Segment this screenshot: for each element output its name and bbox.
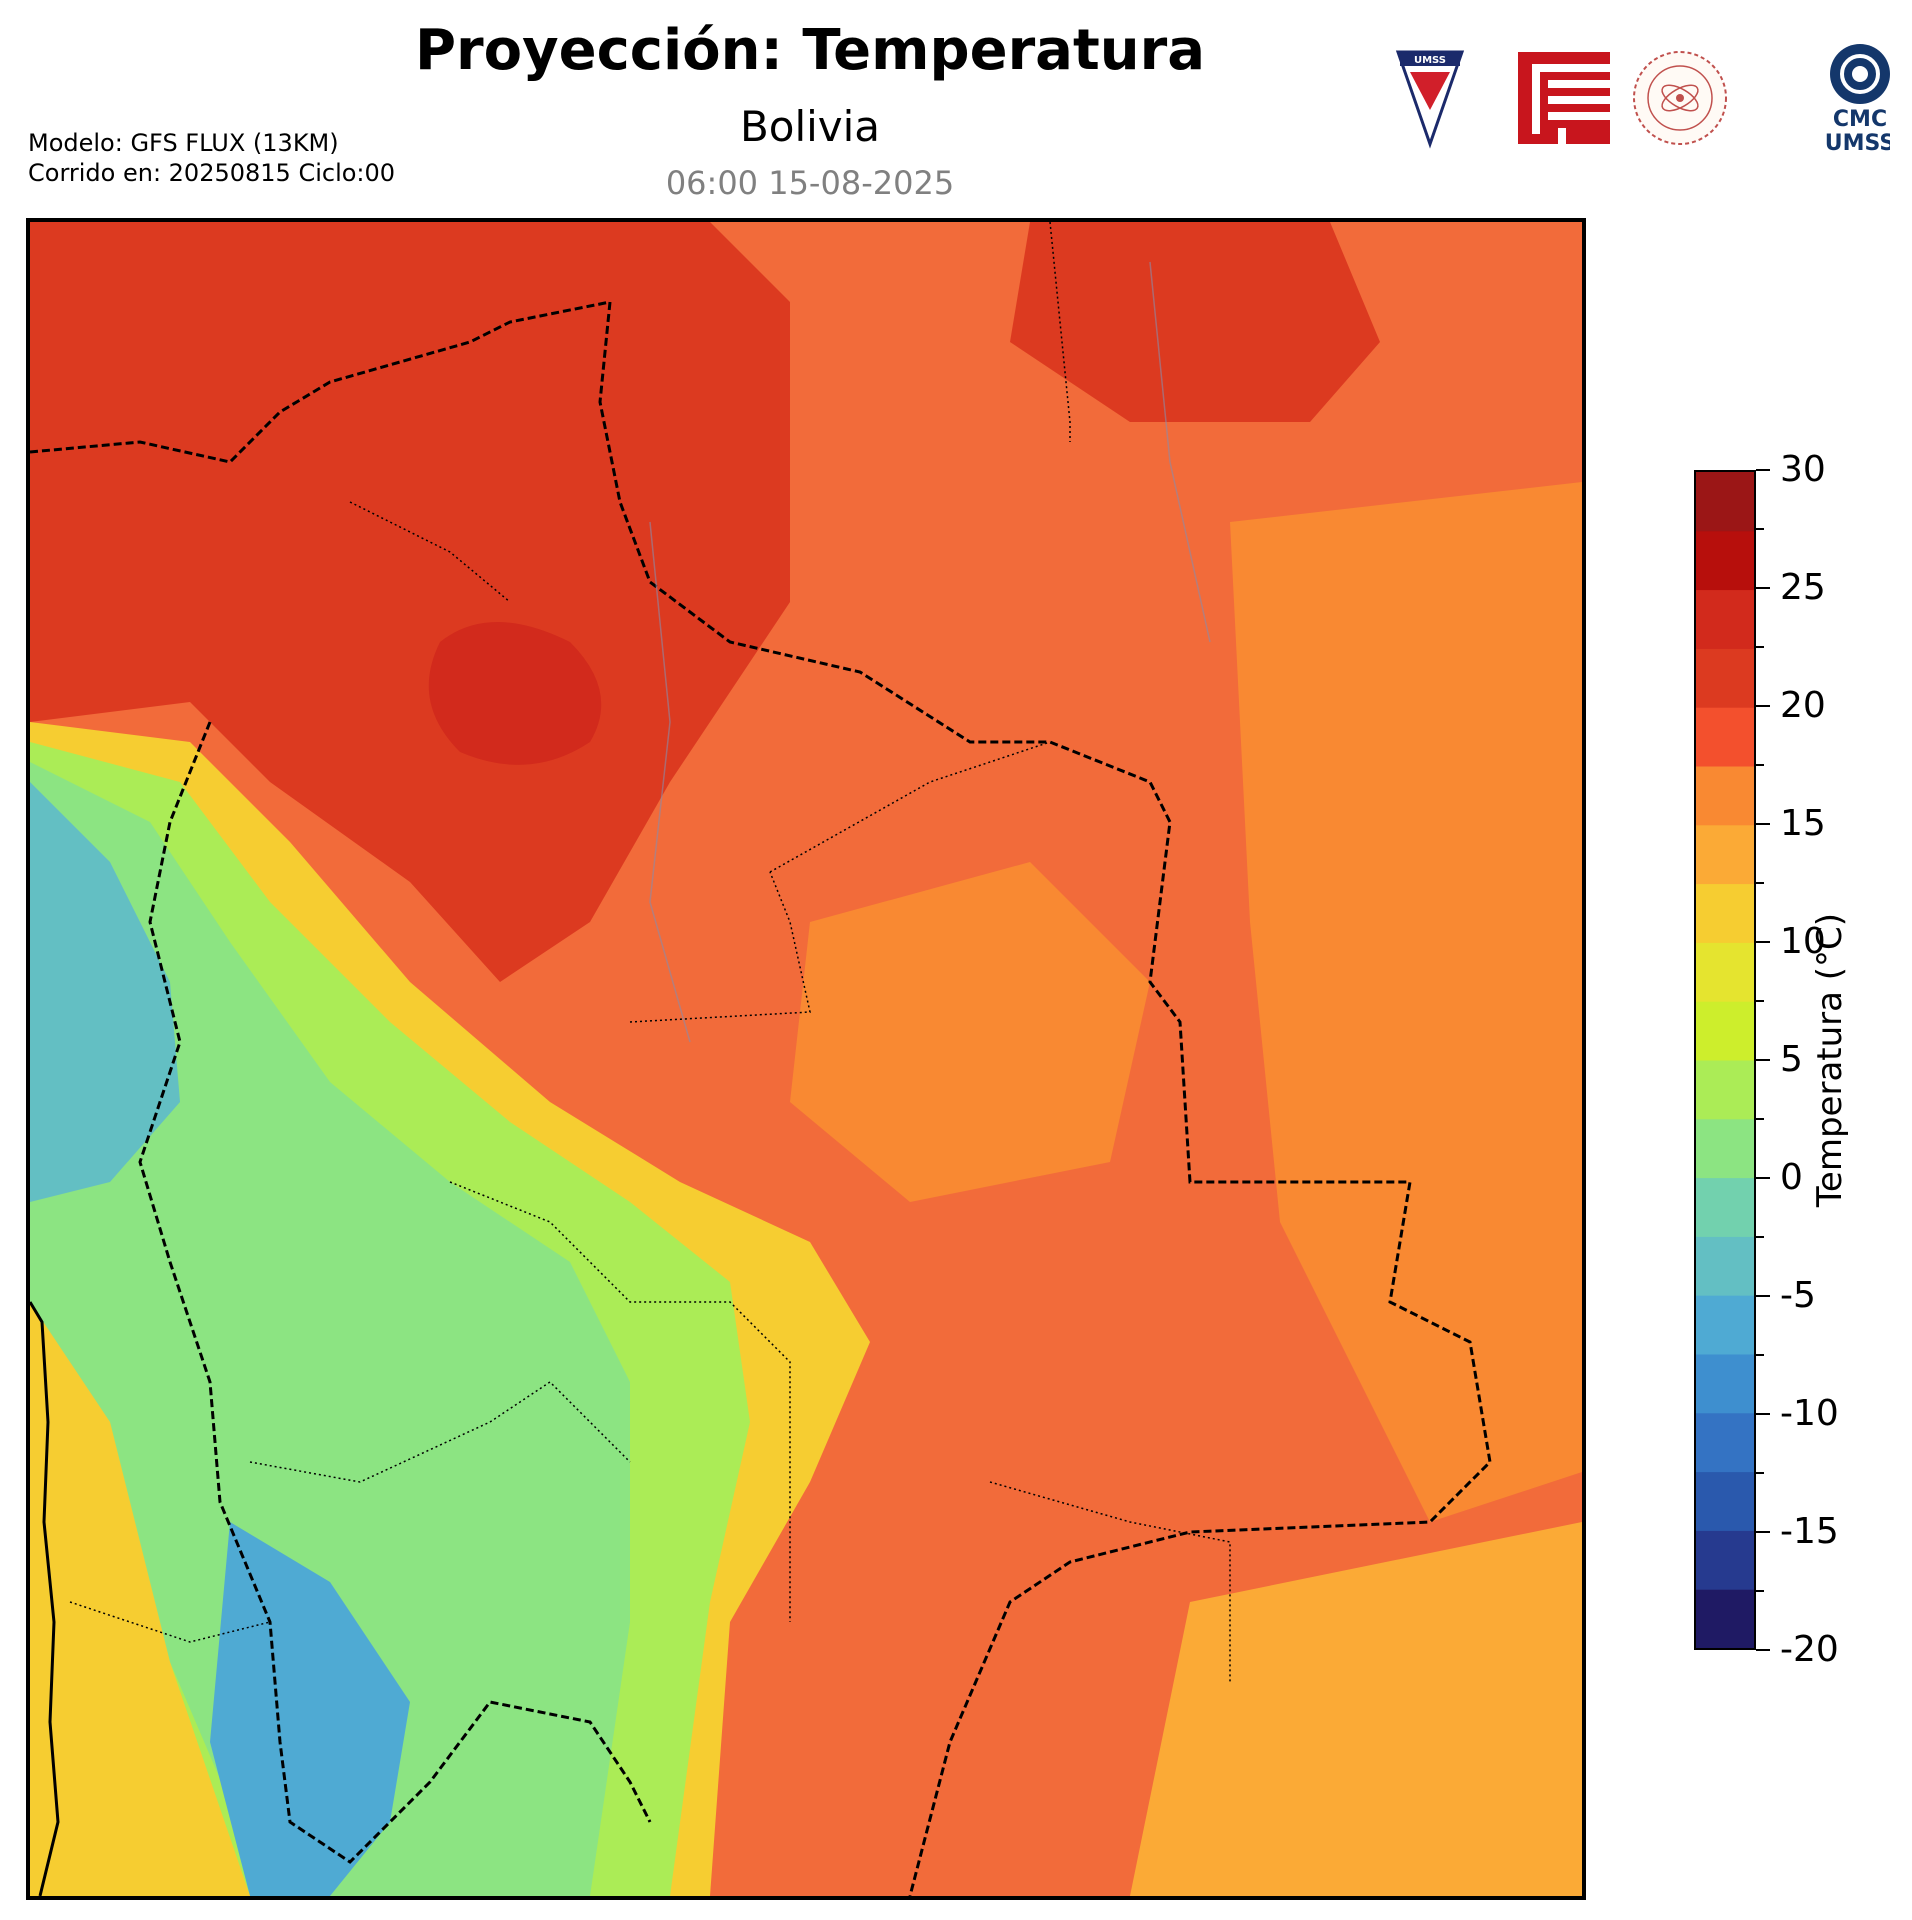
colorbar-band [1696, 648, 1754, 708]
colorbar-band [1696, 1060, 1754, 1120]
umss-shield-logo: UMSS [1395, 50, 1465, 149]
cmc-logo: CMC UMSS [1825, 44, 1895, 156]
model-line: Modelo: GFS FLUX (13KM) [28, 129, 339, 157]
logo-strip: UMSS CMC UMSS [1390, 40, 1895, 160]
cmc-logo-line2: UMSS [1825, 131, 1890, 156]
colorbar-band [1696, 942, 1754, 1002]
colorbar-band [1696, 707, 1754, 767]
colorbar-band [1696, 1001, 1754, 1061]
east-orange-band [1230, 482, 1582, 1522]
river [649, 521, 691, 1043]
colorbar-tick-label: 25 [1780, 567, 1826, 608]
fisica-department-logo [1633, 51, 1727, 145]
faculty-logo [1518, 52, 1610, 144]
colorbar-band [1696, 824, 1754, 885]
colorbar-major-tick [1756, 1531, 1770, 1533]
central-orange [790, 862, 1150, 1202]
colorbar-tick-label: 20 [1780, 685, 1826, 726]
colorbar-tick-label: -10 [1780, 1393, 1839, 1434]
colorbar-band [1696, 1589, 1754, 1648]
model-info: Modelo: GFS FLUX (13KM) Corrido en: 2025… [28, 128, 395, 188]
coastal-lowland [30, 1302, 250, 1896]
colorbar-minor-tick [1756, 1472, 1764, 1474]
amazon-hot-zone [30, 222, 790, 982]
department-border [69, 1601, 271, 1643]
colorbar-band [1696, 589, 1754, 649]
colorbar-minor-tick [1756, 882, 1764, 884]
cmc-logo-line1: CMC [1833, 107, 1887, 132]
colorbar-band [1696, 472, 1754, 532]
colorbar-minor-tick [1756, 1000, 1764, 1002]
department-border [769, 741, 1051, 873]
colorbar-major-tick [1756, 1413, 1770, 1415]
coastline [30, 1301, 60, 1896]
umss-logo-text: UMSS [1414, 55, 1446, 66]
colorbar-band [1696, 530, 1754, 591]
colorbar-tick-label: 30 [1780, 449, 1826, 490]
map-title: Proyección: Temperatura [414, 18, 1206, 83]
department-border [1049, 222, 1071, 442]
colorbar-tick-label: 0 [1780, 1157, 1803, 1198]
temperature-map[interactable] [26, 218, 1586, 1900]
colorbar-minor-tick [1756, 1118, 1764, 1120]
colorbar-title: Temperatura (°C) [1810, 912, 1850, 1208]
country-border [30, 300, 1492, 1896]
colorbar-minor-tick [1756, 1590, 1764, 1592]
department-border [449, 1181, 791, 1622]
colorbar-band [1696, 766, 1754, 826]
cold-cordillera [30, 782, 180, 1202]
colorbar-tick-label: -20 [1780, 1629, 1839, 1670]
colorbar-tick-label: 5 [1780, 1039, 1803, 1080]
colorbar-major-tick [1756, 1295, 1770, 1297]
north-hot-patch [1010, 222, 1380, 422]
colorbar-band [1696, 1530, 1754, 1590]
colorbar-band [1696, 1354, 1754, 1414]
colorbar-band [1696, 1177, 1754, 1237]
colorbar-band [1696, 1412, 1754, 1473]
colorbar-tick-label: 10 [1780, 921, 1826, 962]
colorbar-minor-tick [1756, 1236, 1764, 1238]
run-line: Corrido en: 20250815 Ciclo:00 [28, 159, 396, 187]
colorbar-major-tick [1756, 1649, 1770, 1651]
colorbar-tick-label: 15 [1780, 803, 1826, 844]
colorbar-minor-tick [1756, 1354, 1764, 1356]
forecast-datetime: 06:00 15-08-2025 [665, 164, 955, 202]
colorbar-tick-label: -5 [1780, 1275, 1816, 1316]
colorbar-minor-tick [1756, 528, 1764, 530]
amazon-core [428, 622, 602, 765]
department-border [629, 871, 811, 1023]
river [1149, 261, 1211, 643]
colorbar-band [1696, 1295, 1754, 1355]
colorbar-band [1696, 883, 1754, 943]
cold-south-cordillera [210, 1522, 410, 1896]
colorbar-band [1696, 1236, 1754, 1296]
region-subtitle: Bolivia [739, 102, 881, 151]
colorbar-tick-label: -15 [1780, 1511, 1839, 1552]
colorbar-major-tick [1756, 587, 1770, 589]
colorbar-major-tick [1756, 1177, 1770, 1179]
southeast-lowland [1130, 1522, 1582, 1896]
colorbar-band [1696, 1118, 1754, 1179]
colorbar-band [1696, 1471, 1754, 1531]
colorbar-major-tick [1756, 1059, 1770, 1061]
colorbar-minor-tick [1756, 764, 1764, 766]
department-border [349, 501, 511, 603]
colorbar [1694, 470, 1756, 1650]
colorbar-major-tick [1756, 705, 1770, 707]
colorbar-major-tick [1756, 823, 1770, 825]
colorbar-minor-tick [1756, 646, 1764, 648]
department-border [989, 1481, 1231, 1682]
colorbar-major-tick [1756, 469, 1770, 471]
colorbar-major-tick [1756, 941, 1770, 943]
country-border-west [138, 721, 652, 1864]
